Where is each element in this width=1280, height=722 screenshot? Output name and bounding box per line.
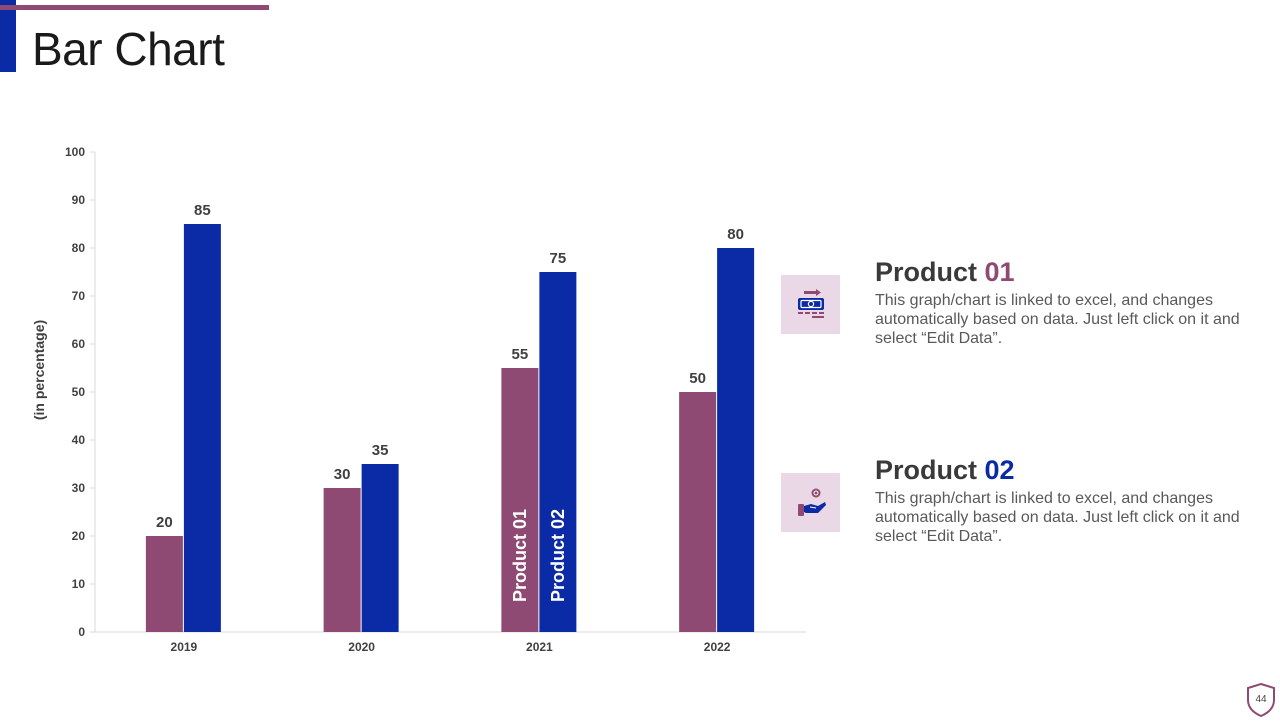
x-tick-label: 2021 [526, 640, 553, 654]
y-tick-label: 80 [72, 241, 86, 255]
bar-product-02-2021 [539, 272, 577, 632]
legend-title-number: 02 [984, 455, 1015, 485]
legend-description-01: This graph/chart is linked to excel, and… [875, 292, 1240, 347]
data-label: 55 [512, 346, 529, 363]
in-bar-series-label: Product 02 [548, 509, 568, 602]
legend-title-prefix: Product [875, 455, 985, 485]
page-number-badge: 44 [1246, 682, 1276, 718]
x-tick-label: 2019 [171, 640, 198, 654]
bar-product-01-2022 [679, 392, 717, 632]
shield-icon [1247, 682, 1275, 718]
y-tick-label: 0 [78, 625, 85, 639]
data-label: 50 [689, 370, 706, 387]
data-label: 80 [727, 226, 744, 243]
bar-product-02-2019 [183, 224, 221, 632]
legend-icon-box-01 [781, 275, 840, 334]
data-label: 30 [334, 466, 351, 483]
data-label: 20 [156, 514, 173, 531]
y-tick-label: 70 [72, 289, 86, 303]
legend-title-01: Product 01 [875, 257, 1015, 288]
bar-product-01-2020 [323, 488, 361, 632]
y-tick-label: 10 [72, 577, 86, 591]
y-tick-label: 30 [72, 481, 86, 495]
legend-title-prefix: Product [875, 257, 985, 287]
in-bar-series-label: Product 01 [510, 509, 530, 602]
data-label: 75 [550, 250, 567, 267]
hand-coin-icon [797, 488, 826, 516]
bar-product-02-2022 [717, 248, 755, 632]
y-tick-label: 100 [65, 145, 85, 159]
legend-title-number: 01 [984, 257, 1015, 287]
data-label: 35 [372, 442, 389, 459]
legend-description-02: This graph/chart is linked to excel, and… [875, 490, 1240, 545]
x-tick-label: 2020 [348, 640, 375, 654]
y-tick-label: 60 [72, 337, 86, 351]
data-label: 85 [194, 202, 211, 219]
y-tick-label: 20 [72, 529, 86, 543]
page-title: Bar Chart [32, 23, 225, 75]
title-accent-bar-top [0, 5, 269, 10]
x-tick-label: 2022 [704, 640, 731, 654]
money-transfer-icon [797, 288, 824, 318]
bar-product-02-2020 [361, 464, 399, 632]
bar-product-01-2021 [501, 368, 539, 632]
page-number: 44 [1255, 694, 1267, 705]
title-accent-bar-left [0, 0, 16, 72]
bar-product-01-2019 [145, 536, 183, 632]
legend-title-02: Product 02 [875, 455, 1015, 486]
y-tick-label: 90 [72, 193, 86, 207]
y-axis-label: (in percentage) [31, 320, 47, 420]
legend-icon-box-02 [781, 473, 840, 532]
y-tick-label: 40 [72, 433, 86, 447]
y-tick-label: 50 [72, 385, 86, 399]
